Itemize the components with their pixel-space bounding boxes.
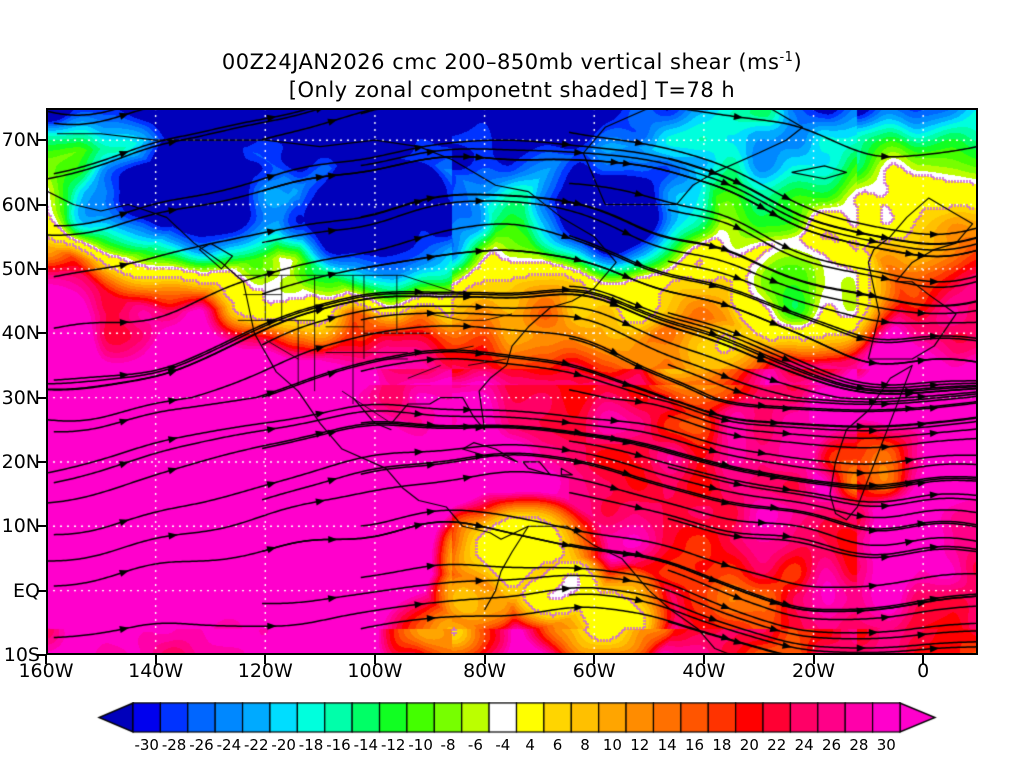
colorbar-tick-minus24: -24: [216, 736, 242, 754]
colorbar-tick-30: 30: [876, 736, 896, 754]
shear-field-canvas: [46, 108, 978, 655]
y-axis-tick: [37, 396, 46, 399]
y-axis-label-10n: 10N: [1, 515, 40, 538]
colorbar-tick-minus20: -20: [271, 736, 296, 754]
colorbar-tick-26: 26: [821, 736, 842, 754]
x-axis-label-120w: 120W: [237, 660, 293, 682]
y-axis-label-50n: 50N: [1, 257, 40, 280]
colorbar-tick-minus22: -22: [244, 736, 269, 754]
x-axis-tick: [373, 655, 376, 664]
chart-title-line-1-post: ): [793, 50, 803, 74]
x-axis-label-160w: 160W: [18, 660, 74, 682]
chart-title-line-2: [Only zonal componetnt shaded] T=78 h: [288, 78, 736, 102]
x-axis-tick: [922, 655, 925, 664]
x-axis-label-140w: 140W: [128, 660, 184, 682]
colorbar-tick-minus6: -6: [467, 736, 483, 754]
colorbar-tick-minus18: -18: [298, 736, 324, 754]
colorbar-swatches: [95, 702, 940, 736]
y-axis-label-10s: 10S: [3, 644, 40, 666]
colorbar-tick-14: 14: [657, 736, 677, 754]
colorbar-tick-minus4: -4: [495, 736, 511, 754]
colorbar-tick-18: 18: [712, 736, 732, 754]
y-axis-tick: [37, 139, 46, 142]
y-axis-tick: [37, 525, 46, 528]
y-axis-label-30n: 30N: [1, 386, 40, 409]
colorbar-tick-minus28: -28: [161, 736, 187, 754]
chart-title-line-1: 00Z24JAN2026 cmc 200–850mb vertical shea…: [0, 44, 1024, 76]
chart-title: 00Z24JAN2026 cmc 200–850mb vertical shea…: [0, 44, 1024, 104]
colorbar: -30 -28 -26 -24 -22 -20 -18 -16 -14 -12 -10 -8 -6 -4 4…: [0, 700, 1024, 762]
colorbar-tick-28: 28: [849, 736, 869, 754]
x-axis-label-80w: 80W: [463, 660, 507, 682]
colorbar-tick-minus30: -30: [134, 736, 159, 754]
x-axis-label-20w: 20W: [792, 660, 835, 682]
y-axis-tick: [37, 332, 46, 335]
y-axis-label-eq: EQ: [13, 579, 40, 602]
x-axis-tick: [702, 655, 705, 664]
colorbar-tick-minus12: -12: [380, 736, 406, 754]
y-axis-tick: [37, 460, 46, 463]
colorbar-tick-16: 16: [685, 736, 705, 754]
y-axis-tick: [37, 267, 46, 270]
x-axis-label-60w: 60W: [572, 660, 616, 682]
colorbar-tick-10: 10: [602, 736, 622, 754]
colorbar-tick-minus10: -10: [408, 736, 433, 754]
x-axis-label-0: 0: [917, 660, 930, 682]
y-axis-tick: [37, 654, 46, 656]
y-axis-tick: [37, 203, 46, 206]
y-axis-tick: [37, 589, 46, 592]
x-axis-tick: [483, 655, 486, 664]
colorbar-tick-24: 24: [794, 736, 814, 754]
x-axis-tick: [154, 655, 157, 664]
x-axis-tick: [812, 655, 815, 664]
colorbar-tick-6: 6: [552, 736, 563, 754]
colorbar-tick-minus16: -16: [326, 736, 351, 754]
colorbar-tick-minus14: -14: [353, 736, 379, 754]
colorbar-tick-12: 12: [630, 736, 650, 754]
y-axis-label-60n: 60N: [1, 193, 40, 216]
y-axis-label-70n: 70N: [1, 129, 40, 152]
colorbar-tick-minus26: -26: [189, 736, 214, 754]
x-axis-label-100w: 100W: [347, 660, 403, 682]
units-exponent: -1: [779, 50, 794, 65]
colorbar-tick-4: 4: [525, 736, 535, 754]
colorbar-tick-8: 8: [580, 736, 590, 754]
colorbar-tick-20: 20: [739, 736, 759, 754]
y-axis-label-20n: 20N: [1, 450, 40, 473]
x-axis-label-40w: 40W: [682, 660, 726, 682]
x-axis-tick: [264, 655, 267, 664]
x-axis-tick: [45, 655, 47, 664]
colorbar-tick-22: 22: [767, 736, 787, 754]
colorbar-tick-minus8: -8: [440, 736, 456, 754]
x-axis-tick: [593, 655, 596, 664]
chart-title-line-1-pre: 00Z24JAN2026 cmc 200–850mb vertical shea…: [221, 50, 780, 74]
map-plot-area: [46, 108, 978, 655]
y-axis-label-40n: 40N: [1, 322, 40, 345]
